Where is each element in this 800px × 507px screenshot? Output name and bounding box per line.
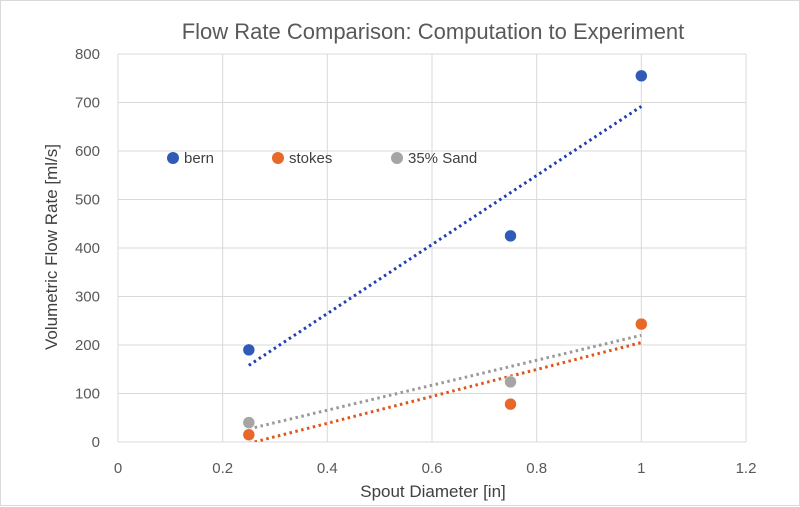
trendline-bern <box>248 105 643 367</box>
grid <box>117 53 747 443</box>
data-point-stokes <box>242 428 256 441</box>
y-tick-label: 700 <box>75 95 100 112</box>
data-point-bern <box>242 343 256 357</box>
legend-marker <box>272 152 284 164</box>
y-tick-label: 800 <box>75 46 100 63</box>
trendline-35-sand <box>248 333 642 431</box>
trendline-stokes <box>248 341 642 442</box>
trendlines <box>248 105 643 442</box>
y-tick-label: 500 <box>75 192 100 209</box>
legend-marker <box>391 152 403 164</box>
y-tick-label: 400 <box>75 240 100 257</box>
y-tick-label: 200 <box>75 337 100 354</box>
data-point-35-sand <box>504 375 517 389</box>
x-tick-label: 0 <box>114 460 122 477</box>
x-axis-title: Spout Diameter [in] <box>360 482 506 501</box>
x-tick-label: 1.2 <box>736 460 757 477</box>
data-point-bern <box>504 229 517 243</box>
x-tick-label: 0.6 <box>422 460 443 477</box>
y-tick-label: 300 <box>75 289 100 306</box>
x-tick-label: 0.4 <box>317 460 338 477</box>
chart-title: Flow Rate Comparison: Computation to Exp… <box>182 19 685 44</box>
legend-label: 35% Sand <box>408 150 477 167</box>
tick-labels: 0 100 200 300 400 500 600 700 800 0 0.2 0.4 0.6 0.8 1 1… <box>75 46 756 477</box>
legend-label: bern <box>184 150 214 167</box>
x-tick-label: 0.2 <box>212 460 233 477</box>
legend-label: stokes <box>289 150 332 167</box>
y-axis-title: Volumetric Flow Rate [ml/s] <box>42 144 61 350</box>
data-point-stokes <box>635 317 648 331</box>
data-point-35-sand <box>242 416 256 429</box>
legend-marker <box>167 152 179 164</box>
x-tick-label: 0.8 <box>526 460 547 477</box>
data-point-bern <box>635 69 648 83</box>
x-tick-label: 1 <box>637 460 645 477</box>
y-tick-label: 100 <box>75 386 100 403</box>
y-tick-label: 0 <box>92 434 100 451</box>
data-points <box>242 69 648 441</box>
y-tick-label: 600 <box>75 143 100 160</box>
legend: bern stokes 35% Sand <box>167 150 477 167</box>
data-point-stokes <box>504 397 517 411</box>
